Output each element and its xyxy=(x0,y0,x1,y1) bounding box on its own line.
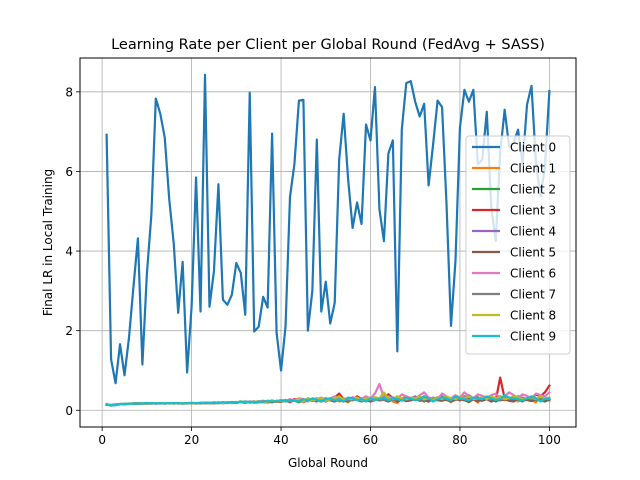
x-tick-label: 100 xyxy=(538,433,561,447)
x-tick-label: 80 xyxy=(452,433,467,447)
legend-label: Client 7 xyxy=(510,288,556,302)
legend-label: Client 1 xyxy=(510,162,556,176)
y-axis-label: Final LR in Local Training xyxy=(41,169,55,316)
series-line-client-0 xyxy=(105,73,551,385)
y-tick-label: 2 xyxy=(65,324,73,338)
x-tick-label: 0 xyxy=(98,433,106,447)
plot-frame xyxy=(79,57,577,428)
x-tick-label: 60 xyxy=(363,433,378,447)
legend-label: Client 9 xyxy=(510,330,556,344)
legend-label: Client 3 xyxy=(510,204,556,218)
legend: Client 0 Client 1 Client 2 Client 3 Client 4… xyxy=(465,135,571,355)
x-tick-label: 20 xyxy=(184,433,199,447)
legend-label: Client 6 xyxy=(510,267,556,281)
y-tick-label: 4 xyxy=(65,245,73,259)
legend-label: Client 8 xyxy=(510,309,556,323)
series-lines xyxy=(105,73,551,407)
y-tick-label: 0 xyxy=(65,404,73,418)
chart-title: Learning Rate per Client per Global Roun… xyxy=(111,37,545,53)
axis-ticks: 0 20 40 60 80 100 0 2 4 6 8 xyxy=(65,85,560,447)
legend-label: Client 5 xyxy=(510,246,556,260)
y-tick-label: 6 xyxy=(65,165,73,179)
series-line-client-9 xyxy=(105,394,551,407)
legend-label: Client 4 xyxy=(510,225,556,239)
y-tick-label: 8 xyxy=(65,85,73,99)
legend-label: Client 0 xyxy=(510,141,556,155)
x-axis-label: Global Round xyxy=(288,456,368,470)
legend-box xyxy=(465,135,571,355)
x-tick-label: 40 xyxy=(273,433,288,447)
legend-label: Client 2 xyxy=(510,183,556,197)
